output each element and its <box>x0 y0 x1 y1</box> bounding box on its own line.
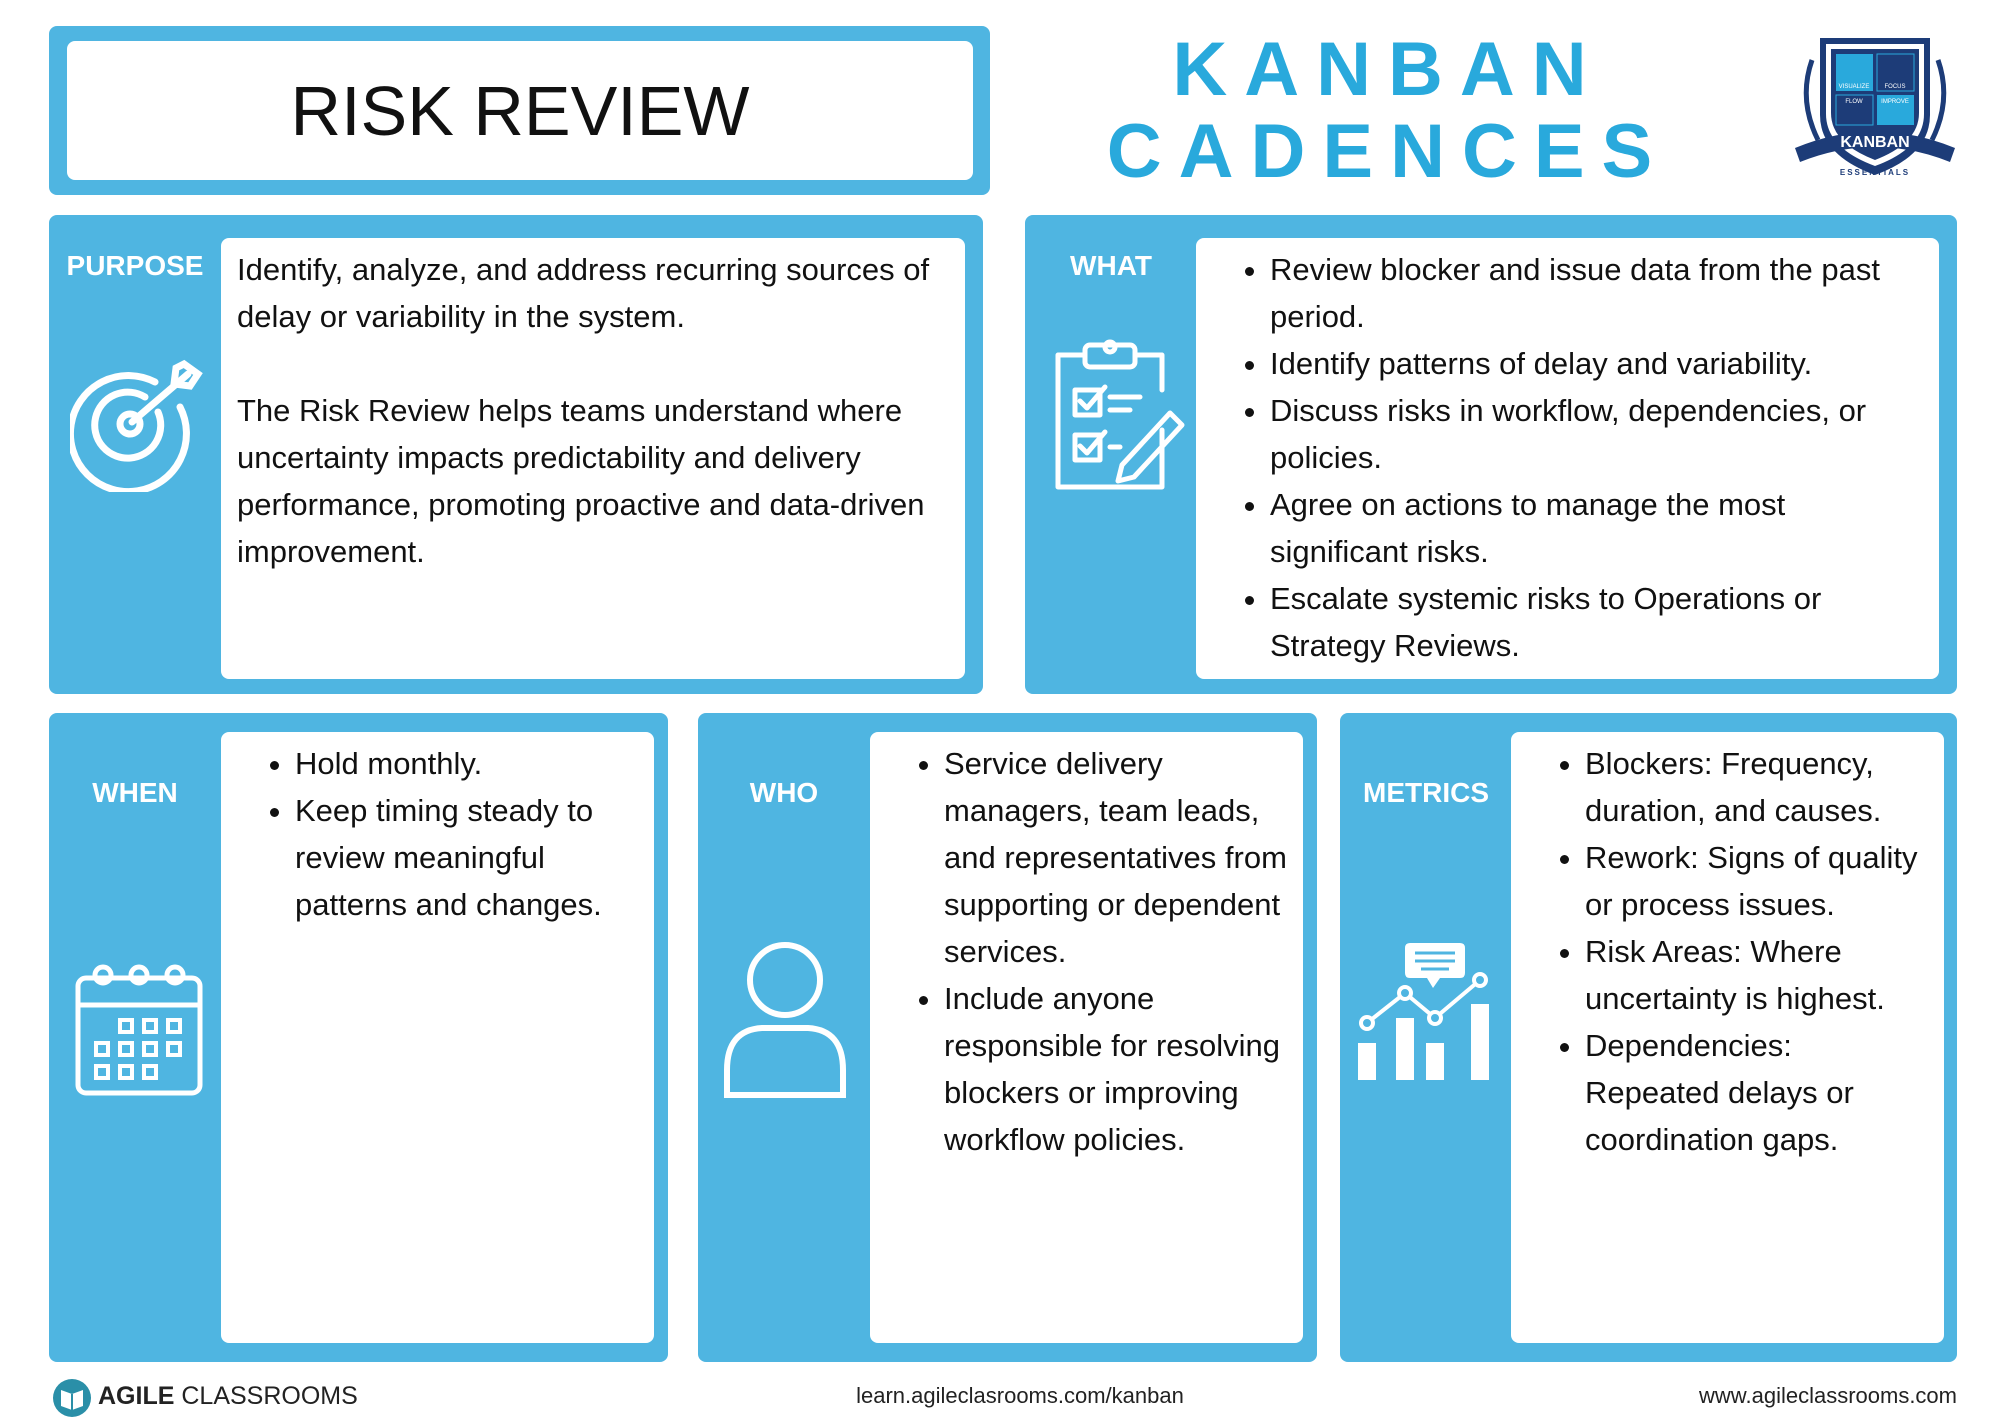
section-label: METRICS <box>1363 777 1489 808</box>
brand-line: CADENCES <box>1106 109 1670 194</box>
list-item: Review blocker and issue data from the p… <box>1270 246 1925 340</box>
target-icon <box>70 359 203 492</box>
list-item: Service delivery managers, team leads, a… <box>944 740 1289 975</box>
list-item: Discuss risks in workflow, dependencies,… <box>1270 387 1925 481</box>
who-text: Service delivery managers, team leads, a… <box>870 732 1303 1343</box>
paragraph: The Risk Review helps teams understand w… <box>237 393 925 569</box>
logo-tile: VISUALIZE <box>1839 84 1870 90</box>
list-item: Blockers: Frequency, duration, and cause… <box>1585 740 1930 834</box>
footer-brand-rest: CLASSROOMS <box>181 1382 358 1410</box>
calendar-icon <box>75 964 203 1096</box>
list-item: Dependencies: Repeated delays or coordin… <box>1585 1022 1930 1163</box>
page-title: RISK REVIEW <box>67 41 973 180</box>
person-icon <box>724 942 846 1098</box>
list-item: Keep timing steady to review meaningful … <box>295 787 640 928</box>
when-text: Hold monthly.Keep timing steady to revie… <box>221 732 654 1343</box>
section-label: WHEN <box>92 777 178 808</box>
list-item: Risk Areas: Where uncertainty is highest… <box>1585 928 1930 1022</box>
purpose-text: Identify, analyze, and address recurring… <box>221 238 965 679</box>
list-item: Identify patterns of delay and variabili… <box>1270 340 1925 387</box>
list-item: Agree on actions to manage the most sign… <box>1270 481 1925 575</box>
section-label: WHAT <box>1070 250 1152 281</box>
section-label: WHO <box>749 777 819 808</box>
logo-tile: FLOW <box>1845 99 1863 105</box>
list-item: Include anyone responsible for resolving… <box>944 975 1289 1163</box>
logo-subtext: ESSENTIALS <box>1840 168 1910 177</box>
metrics-text: Blockers: Frequency, duration, and cause… <box>1511 732 1944 1343</box>
paragraph: Identify, analyze, and address recurring… <box>237 252 930 334</box>
list-item: Rework: Signs of quality or process issu… <box>1585 834 1930 928</box>
logo-tile: FOCUS <box>1885 84 1906 90</box>
list-item: Escalate systemic risks to Operations or… <box>1270 575 1925 669</box>
logo-banner: KANBAN <box>1840 134 1909 151</box>
logo-tile: IMPROVE <box>1881 99 1909 105</box>
section-label: PURPOSE <box>66 250 204 281</box>
footer-url: learn.agileclasrooms.com/kanban <box>856 1383 1184 1408</box>
brand-line: KANBAN <box>1172 27 1604 112</box>
footer-brand-bold: AGILE <box>98 1382 175 1410</box>
footer-logo <box>53 1379 91 1417</box>
logo: VISUALIZE FOCUS FLOW IMPROVE KANBAN ESSE… <box>1795 38 1955 177</box>
footer-url: www.agileclassrooms.com <box>1699 1383 1957 1408</box>
clipboard-icon <box>1055 339 1185 490</box>
list-item: Hold monthly. <box>295 740 640 787</box>
footer-brand: AGILE CLASSROOMS <box>98 1381 358 1411</box>
what-text: Review blocker and issue data from the p… <box>1196 238 1939 679</box>
chart-icon <box>1358 943 1489 1080</box>
